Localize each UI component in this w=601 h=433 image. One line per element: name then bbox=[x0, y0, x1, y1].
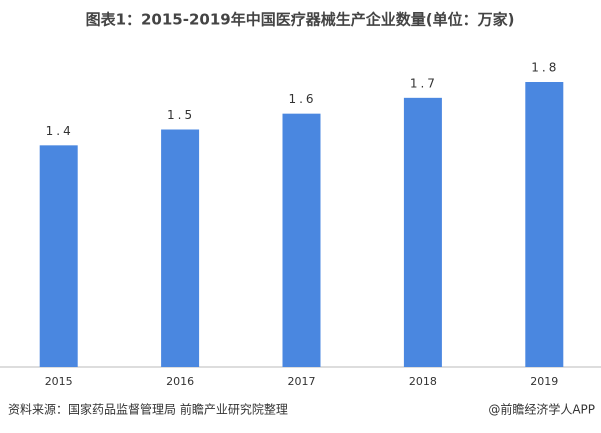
bar bbox=[525, 82, 564, 367]
chart-title: 图表1：2015-2019年中国医疗器械生产企业数量(单位：万家) bbox=[86, 11, 515, 29]
bar bbox=[282, 113, 321, 368]
credit: @前瞻经济学人APP bbox=[488, 402, 595, 417]
x-tick-label: 2017 bbox=[288, 375, 316, 388]
value-label: 1.8 bbox=[531, 61, 559, 75]
value-label: 1.7 bbox=[410, 76, 438, 90]
x-tick-label: 2016 bbox=[166, 375, 194, 388]
x-tick-label: 2018 bbox=[409, 375, 437, 388]
value-label: 1.6 bbox=[288, 92, 316, 106]
x-tick-label: 2019 bbox=[530, 375, 558, 388]
bar bbox=[39, 145, 78, 367]
x-tick-label: 2015 bbox=[45, 375, 73, 388]
value-label: 1.4 bbox=[46, 124, 74, 138]
value-label: 1.5 bbox=[167, 108, 195, 122]
bar bbox=[403, 97, 442, 367]
source-note: 资料来源：国家药品监督管理局 前瞻产业研究院整理 bbox=[8, 402, 288, 417]
bar bbox=[161, 129, 200, 367]
